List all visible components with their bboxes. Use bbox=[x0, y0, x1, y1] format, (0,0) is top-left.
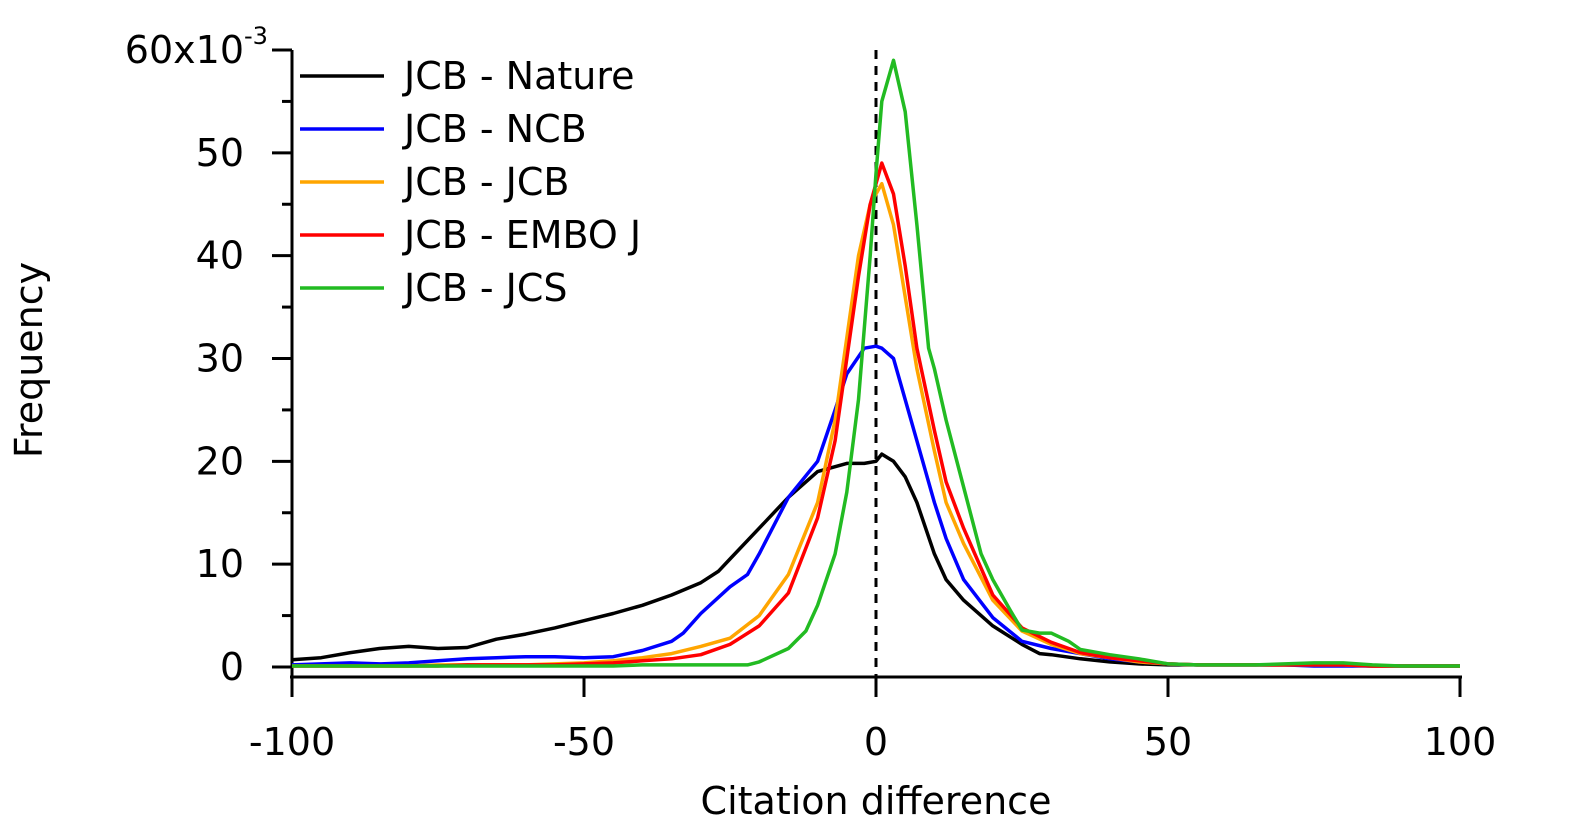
legend-label-3: JCB - JCB bbox=[402, 160, 570, 204]
x-axis-ticks: -100 -50 0 50 100 bbox=[249, 677, 1496, 764]
x-tick-label: -50 bbox=[553, 720, 615, 764]
x-tick-label: 50 bbox=[1144, 720, 1192, 764]
y-tick-label: 10 bbox=[196, 542, 244, 586]
y-axis-title: Frequency bbox=[7, 262, 51, 458]
x-tick-label: 0 bbox=[864, 720, 888, 764]
legend-label-1: JCB - Nature bbox=[402, 54, 635, 98]
legend-label-5: JCB - JCS bbox=[402, 266, 568, 310]
y-tick-label: 50 bbox=[196, 131, 244, 175]
y-scale-exponent: -3 bbox=[244, 22, 268, 50]
x-tick-label: 100 bbox=[1424, 720, 1497, 764]
legend: JCB - Nature JCB - NCB JCB - JCB JCB - EMBO… bbox=[300, 54, 641, 310]
series-line-5 bbox=[292, 58, 1460, 668]
series-layer bbox=[291, 58, 1460, 668]
x-tick-label: -100 bbox=[249, 720, 335, 764]
legend-label-2: JCB - NCB bbox=[402, 107, 587, 151]
y-tick-label: 40 bbox=[196, 234, 244, 278]
y-tick-label: 0 bbox=[220, 645, 244, 689]
x-axis-title: Citation difference bbox=[701, 779, 1052, 823]
y-axis-ticks: 0 10 20 30 40 50 60x10 -3 bbox=[125, 22, 292, 689]
legend-label-4: JCB - EMBO J bbox=[402, 213, 641, 257]
y-tick-label: 60x10 bbox=[125, 28, 244, 72]
y-tick-label: 20 bbox=[196, 439, 244, 483]
y-tick-label: 30 bbox=[196, 337, 244, 381]
